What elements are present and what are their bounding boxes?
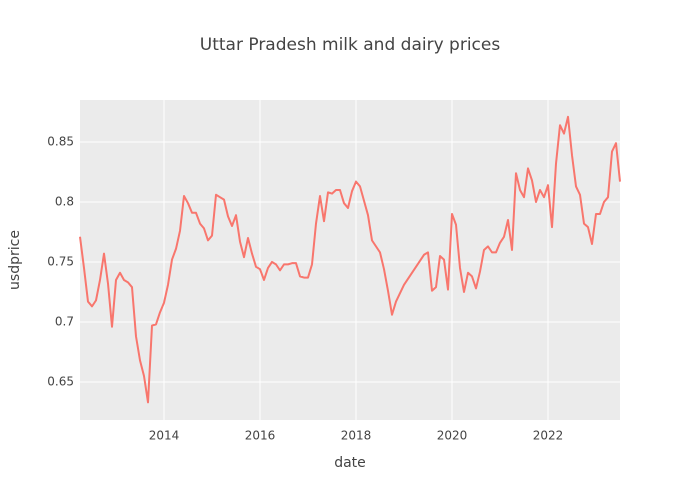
y-tick-label: 0.7 xyxy=(55,314,74,328)
line xyxy=(79,115,621,404)
plot-area xyxy=(80,100,620,420)
chart-title: Uttar Pradesh milk and dairy prices xyxy=(200,35,501,55)
x-tick-label: 2018 xyxy=(341,429,372,443)
y-tick-label: 0.75 xyxy=(47,254,74,268)
y-tick-label: 0.85 xyxy=(47,134,74,148)
x-axis-title: date xyxy=(334,455,366,471)
x-tick-label: 2022 xyxy=(533,429,564,443)
y-tick-label: 0.65 xyxy=(47,374,74,388)
x-tick-label: 2014 xyxy=(149,429,180,443)
x-tick-label: 2016 xyxy=(245,429,276,443)
x-tick-label: 2020 xyxy=(437,429,468,443)
y-axis-title: usdprice xyxy=(7,230,23,290)
y-tick-label: 0.8 xyxy=(55,194,74,208)
